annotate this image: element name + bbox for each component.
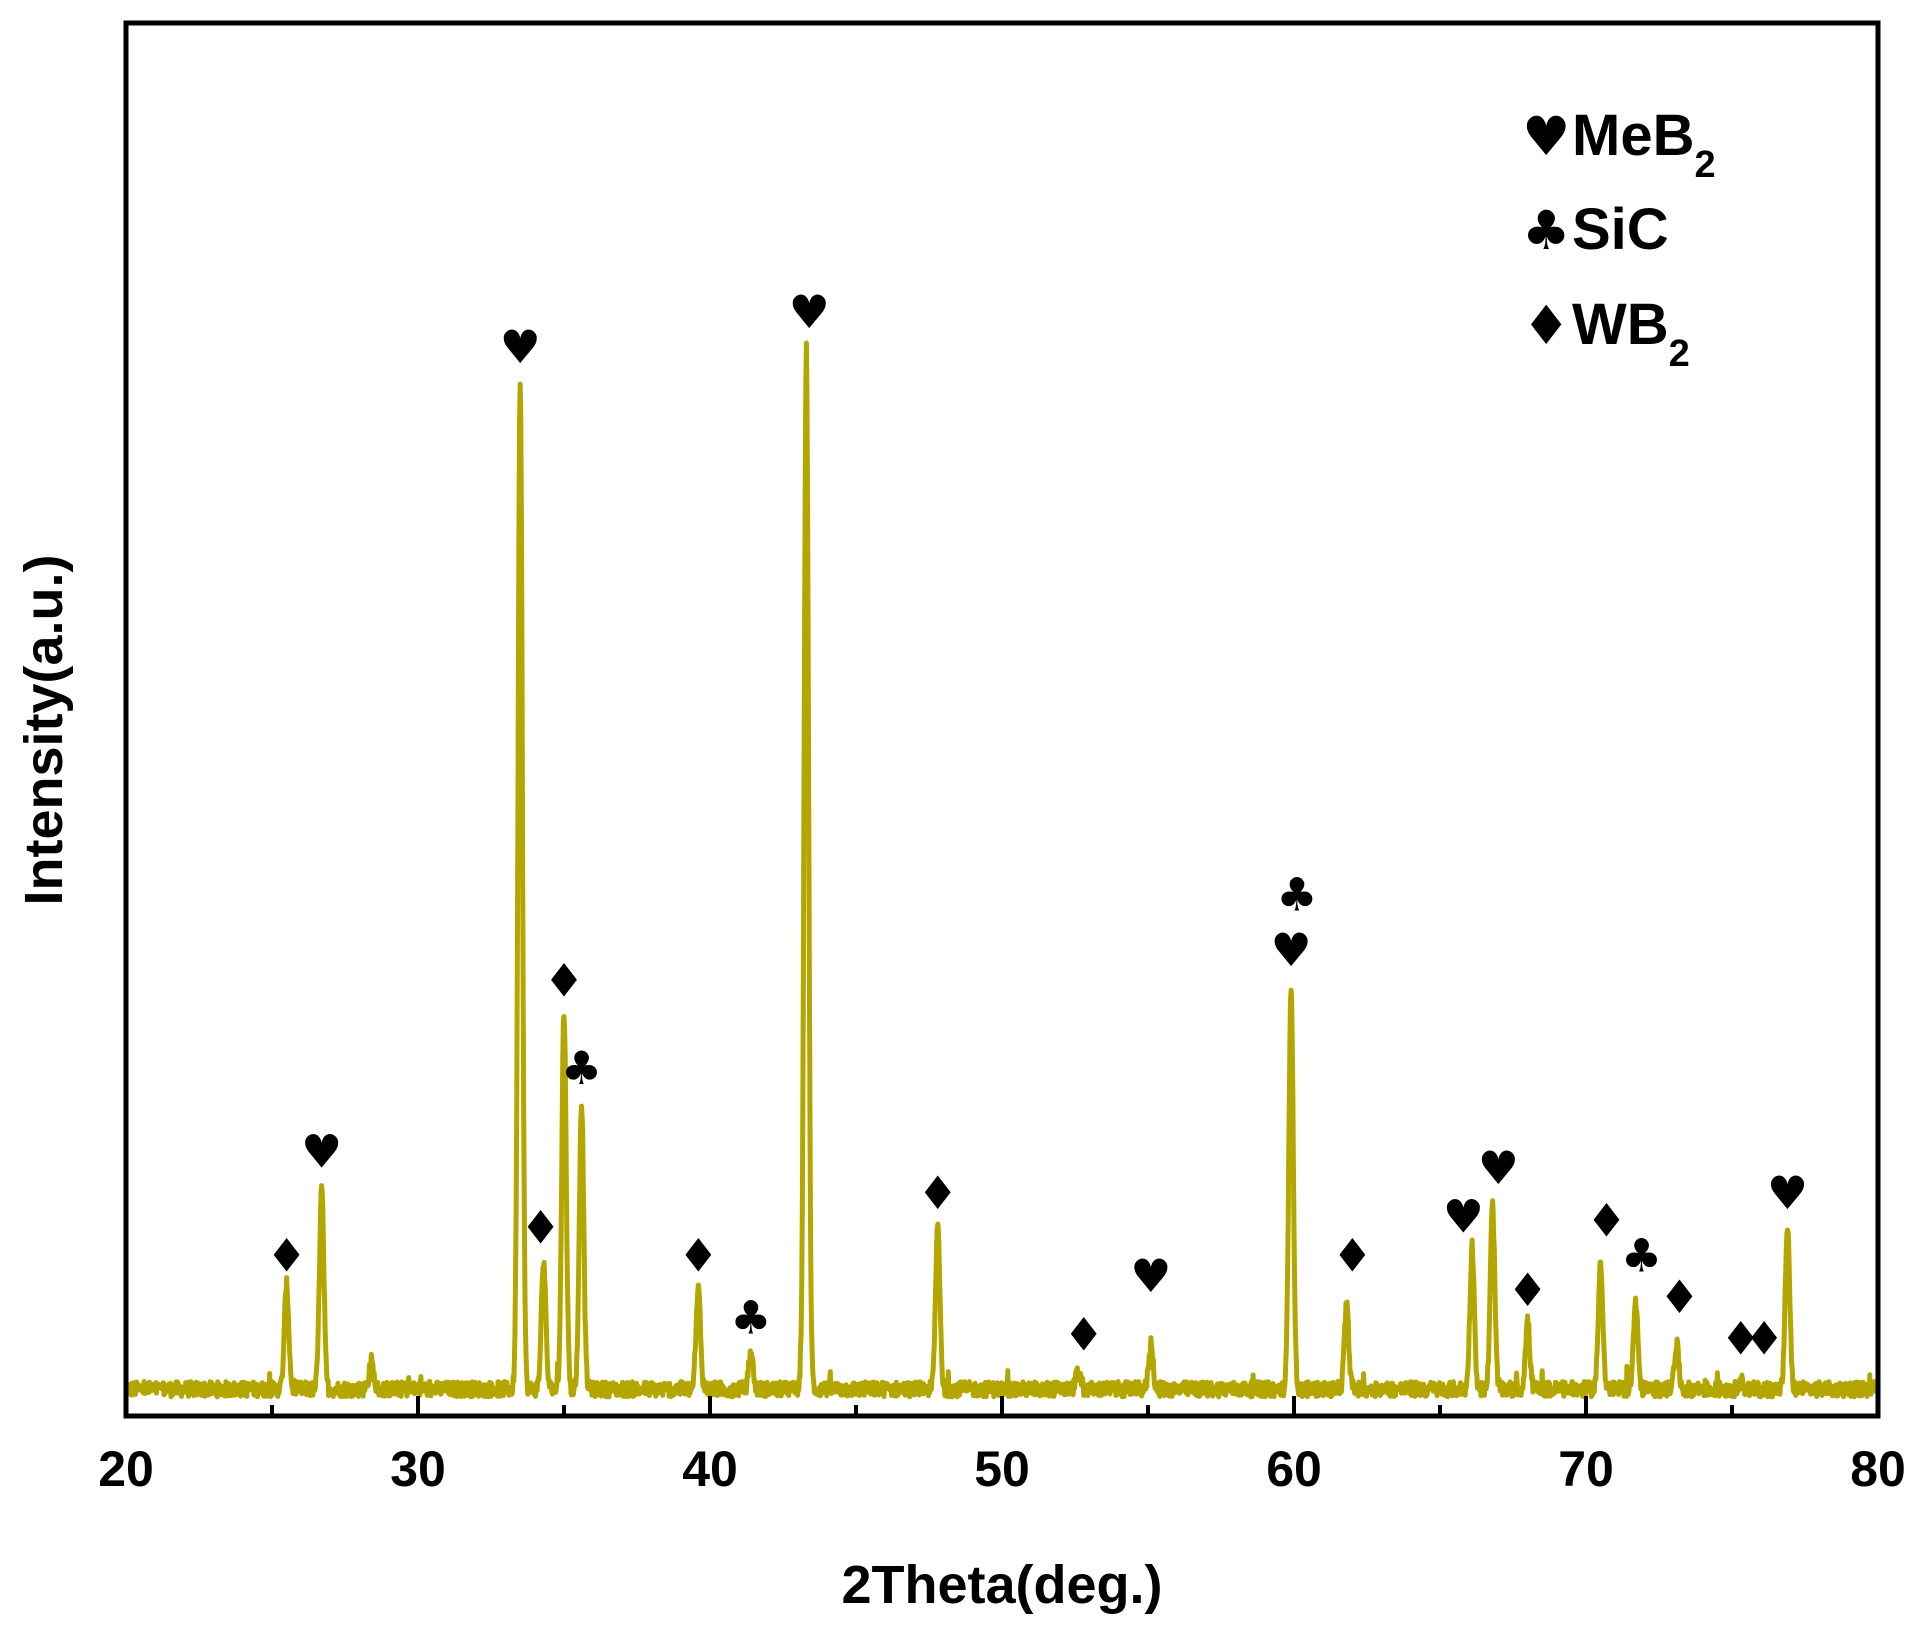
wb2-diamond-icon: ♦ bbox=[678, 1228, 719, 1282]
wb2-diamond-icon: ♦ bbox=[1743, 1312, 1784, 1366]
legend-heart-icon: ♥ bbox=[1522, 105, 1570, 168]
peak-annotations: ♦♥♥♦♦♣♦♣♥♦♦♥♥♣♦♥♥♦♦♣♦♦♦♥ bbox=[266, 285, 1808, 1365]
x-tick-label: 40 bbox=[682, 1441, 738, 1497]
meb2-heart-icon: ♥ bbox=[1270, 923, 1311, 977]
plot-data-layer bbox=[124, 340, 1881, 1400]
wb2-diamond-icon: ♦ bbox=[520, 1201, 561, 1255]
x-tick-label: 80 bbox=[1850, 1441, 1906, 1497]
x-axis: 20 30 40 50 60 70 80 bbox=[98, 1396, 1906, 1497]
legend-item-wb2: ♦ WB2 bbox=[1522, 292, 1690, 375]
y-axis-title: Intensity(a.u.) bbox=[14, 554, 74, 905]
wb2-diamond-icon: ♦ bbox=[1332, 1228, 1373, 1282]
wb2-diamond-icon: ♦ bbox=[1507, 1263, 1548, 1317]
legend-item-sic: ♣ SiC bbox=[1522, 197, 1669, 262]
x-tick-label: 30 bbox=[390, 1441, 446, 1497]
legend-item-meb2: ♥ MeB2 bbox=[1522, 103, 1716, 186]
meb2-heart-icon: ♥ bbox=[1130, 1249, 1171, 1303]
x-tick-label: 60 bbox=[1266, 1441, 1322, 1497]
meb2-heart-icon: ♥ bbox=[789, 285, 830, 339]
meb2-heart-icon: ♥ bbox=[1443, 1189, 1484, 1243]
wb2-diamond-icon: ♦ bbox=[1659, 1270, 1700, 1324]
sic-club-icon: ♣ bbox=[1621, 1228, 1662, 1282]
legend-diamond-icon: ♦ bbox=[1522, 294, 1570, 357]
x-tick-label: 20 bbox=[98, 1441, 154, 1497]
wb2-diamond-icon: ♦ bbox=[1586, 1194, 1627, 1248]
x-axis-title: 2Theta(deg.) bbox=[841, 1555, 1162, 1615]
legend: ♥ MeB2 ♣ SiC ♦ WB2 bbox=[1522, 103, 1716, 375]
sic-club-icon: ♣ bbox=[730, 1291, 771, 1345]
meb2-heart-icon: ♥ bbox=[500, 320, 541, 374]
meb2-heart-icon: ♥ bbox=[1478, 1141, 1519, 1195]
legend-label-meb2: MeB2 bbox=[1572, 103, 1716, 186]
sic-club-icon: ♣ bbox=[561, 1041, 602, 1095]
xrd-pattern-line bbox=[124, 340, 1881, 1400]
sic-club-icon: ♣ bbox=[1276, 868, 1317, 922]
legend-label-sic: SiC bbox=[1572, 197, 1669, 262]
wb2-diamond-icon: ♦ bbox=[1063, 1307, 1104, 1361]
meb2-heart-icon: ♥ bbox=[301, 1124, 342, 1178]
wb2-diamond-icon: ♦ bbox=[1720, 1312, 1761, 1366]
x-tick-label: 50 bbox=[974, 1441, 1030, 1497]
wb2-diamond-icon: ♦ bbox=[543, 954, 584, 1008]
meb2-heart-icon: ♥ bbox=[1767, 1166, 1808, 1220]
wb2-diamond-icon: ♦ bbox=[917, 1166, 958, 1220]
legend-label-wb2: WB2 bbox=[1572, 292, 1690, 375]
legend-club-icon: ♣ bbox=[1522, 199, 1570, 262]
x-tick-label: 70 bbox=[1558, 1441, 1614, 1497]
wb2-diamond-icon: ♦ bbox=[266, 1228, 307, 1282]
